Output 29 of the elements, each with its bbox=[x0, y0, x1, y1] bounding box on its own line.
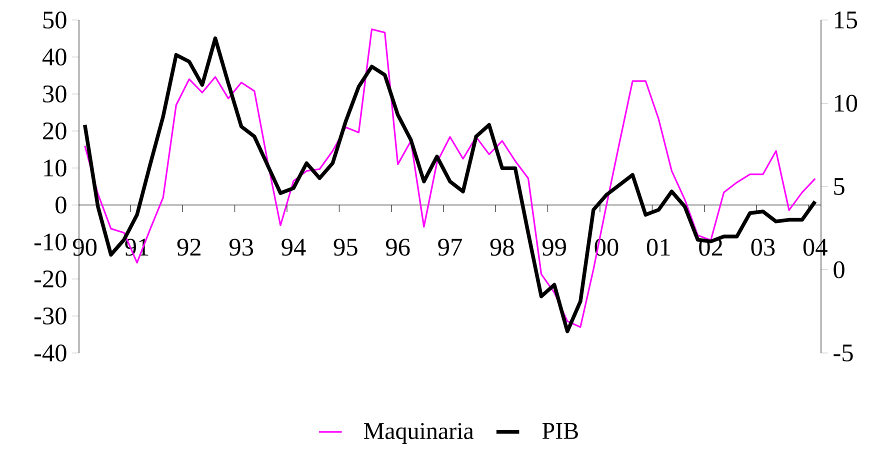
y-tick-label: -30 bbox=[34, 307, 66, 325]
x-tick-label: 03 bbox=[751, 238, 775, 256]
x-tick-label: 04 bbox=[803, 238, 828, 256]
y-tick-label: 50 bbox=[43, 11, 66, 29]
y2-tick-label: 5 bbox=[834, 178, 844, 195]
x-tick-label: 94 bbox=[282, 238, 306, 256]
y2-tick-label: 15 bbox=[834, 12, 858, 28]
legend-label: Maquinaria bbox=[364, 422, 474, 444]
y2-tick-label: 10 bbox=[834, 94, 858, 112]
x-tick-label: 99 bbox=[542, 238, 566, 256]
y-tick-label: 40 bbox=[42, 48, 66, 66]
y-tick-label: -20 bbox=[34, 270, 66, 288]
x-tick-label: 98 bbox=[490, 238, 514, 256]
y2-tick-label: -5 bbox=[834, 344, 853, 362]
x-tick-label: 97 bbox=[438, 238, 462, 256]
x-tick-label: 95 bbox=[334, 238, 358, 256]
y-tick-label: -40 bbox=[34, 344, 66, 362]
x-tick-label: 96 bbox=[386, 238, 410, 256]
y-tick-label: -10 bbox=[34, 233, 66, 251]
y-tick-label: 20 bbox=[43, 122, 66, 140]
y-tick-label: 0 bbox=[56, 196, 66, 214]
legend-label: PIB bbox=[542, 423, 578, 439]
y-tick-label: 10 bbox=[44, 159, 66, 177]
y-tick-label: 30 bbox=[43, 85, 66, 103]
x-tick-label: 92 bbox=[177, 238, 200, 256]
x-tick-label: 90 bbox=[73, 238, 97, 256]
x-tick-label: 93 bbox=[230, 238, 254, 256]
y2-tick-label: 0 bbox=[834, 261, 844, 278]
x-tick-label: 01 bbox=[646, 238, 670, 256]
